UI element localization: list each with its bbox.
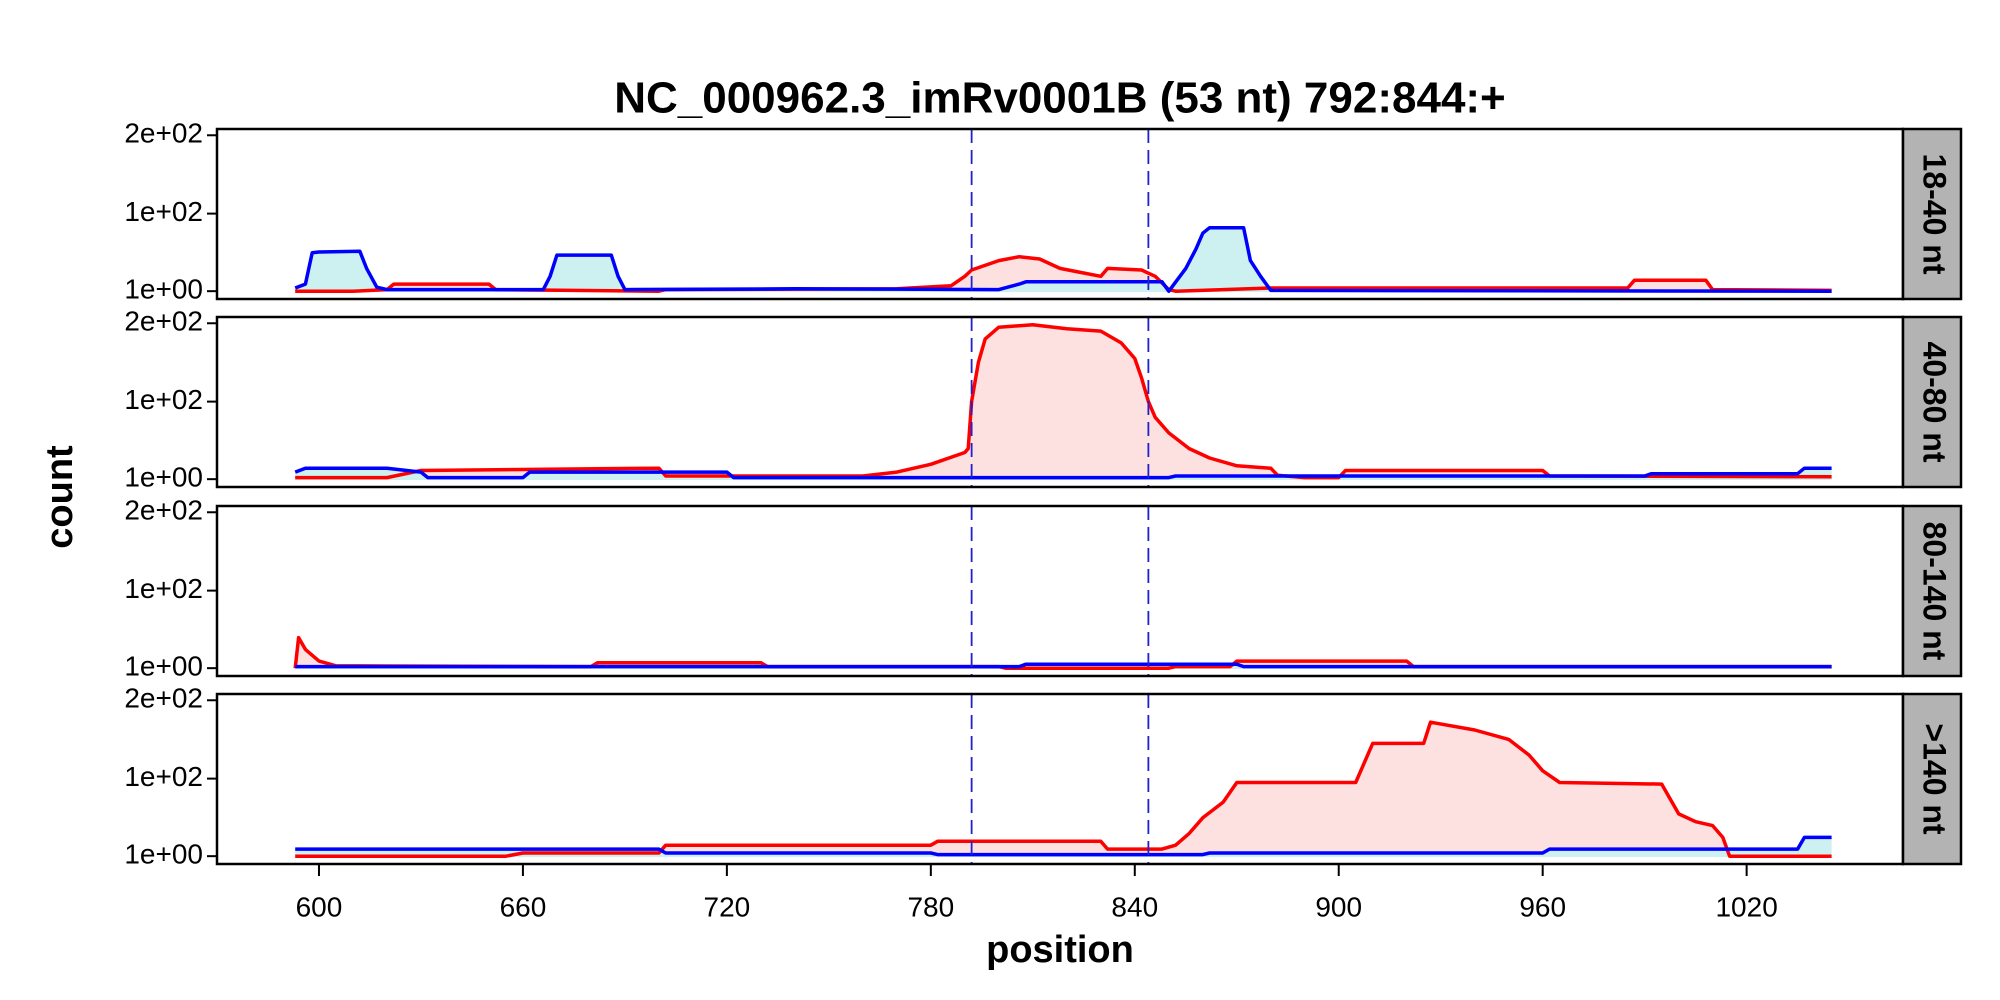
y-tick-label: 1e+02 — [124, 573, 203, 604]
y-tick-label: 1e+02 — [124, 761, 203, 792]
strip — [1901, 692, 1963, 866]
area — [295, 227, 1832, 292]
y-tick-label: 2e+02 — [124, 683, 203, 714]
strip-label: 40-80 nt — [1917, 342, 1953, 463]
line — [294, 225, 1832, 293]
panel-frame — [215, 504, 1905, 678]
x-tick-label: 840 — [1111, 891, 1158, 922]
x-tick-label: 720 — [704, 891, 751, 922]
x-axis-label: position — [986, 929, 1134, 971]
y-tick-label: 1e+02 — [124, 384, 203, 415]
y-tick-label: 1e+00 — [124, 274, 203, 305]
x-tick-label: 960 — [1519, 891, 1566, 922]
y-tick-label: 2e+02 — [124, 118, 203, 149]
y-tick-label: 1e+00 — [124, 839, 203, 870]
y-tick-label: 1e+00 — [124, 462, 203, 493]
area — [295, 722, 1832, 857]
chart-title: NC_000962.3_imRv0001B (53 nt) 792:844:+ — [614, 74, 1506, 123]
y-tick-label: 2e+02 — [124, 495, 203, 526]
strip-label: 80-140 nt — [1917, 522, 1953, 661]
line — [295, 835, 1832, 857]
strip — [1901, 504, 1963, 678]
y-axis-label: count — [39, 445, 81, 549]
x-tick-label: 600 — [296, 891, 343, 922]
x-tick-label: 900 — [1315, 891, 1362, 922]
x-tick-label: 660 — [500, 891, 547, 922]
strip-label: >140 nt — [1917, 723, 1953, 835]
line — [295, 662, 1832, 669]
y-tick-label: 1e+00 — [124, 651, 203, 682]
strip — [1901, 315, 1963, 489]
area — [295, 324, 1832, 480]
line — [295, 254, 1832, 293]
strip — [1901, 127, 1963, 301]
x-tick-label: 780 — [907, 891, 954, 922]
strip-label: 18-40 nt — [1917, 154, 1953, 275]
y-tick-label: 1e+02 — [124, 196, 203, 227]
area — [295, 256, 1832, 292]
line — [295, 720, 1832, 858]
x-tick-label: 1020 — [1715, 891, 1777, 922]
line — [294, 466, 1832, 480]
y-tick-label: 2e+02 — [124, 306, 203, 337]
